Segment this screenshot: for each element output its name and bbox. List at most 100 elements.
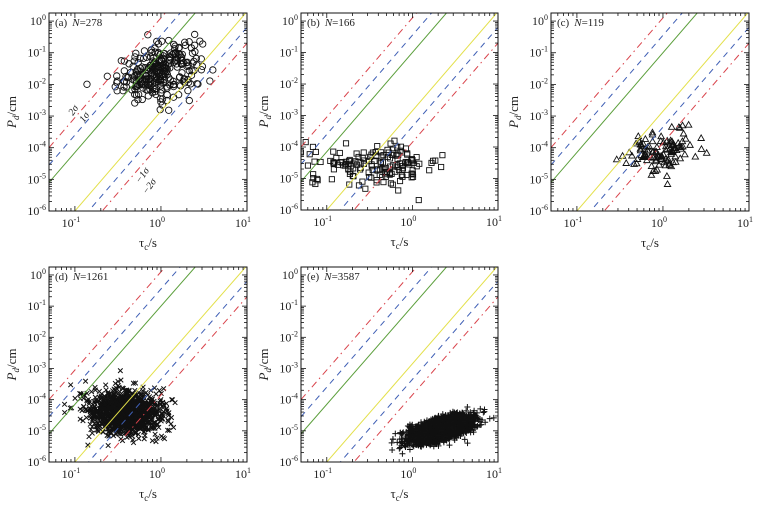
data-point xyxy=(478,421,485,428)
data-point xyxy=(157,76,165,85)
data-point xyxy=(389,447,396,454)
data-point xyxy=(670,145,679,153)
data-point xyxy=(339,159,346,166)
reference-line-3 xyxy=(74,267,247,462)
data-point xyxy=(132,380,139,386)
data-point xyxy=(353,161,360,168)
data-point xyxy=(106,408,112,414)
equals-sign: = xyxy=(582,17,588,29)
data-point xyxy=(181,41,190,49)
data-point xyxy=(77,390,83,397)
x-axis-label: τc/s xyxy=(641,235,659,252)
data-point xyxy=(165,74,173,82)
data-point xyxy=(410,159,417,166)
data-point xyxy=(679,129,688,137)
data-point xyxy=(68,382,74,388)
data-point xyxy=(647,170,656,178)
data-point xyxy=(612,155,621,163)
data-point xyxy=(667,122,676,130)
data-point xyxy=(406,421,413,428)
data-point xyxy=(194,80,202,88)
y-tick-label: 10-5 xyxy=(27,423,46,438)
y-tick-label: 10-1 xyxy=(529,45,548,60)
data-point xyxy=(393,162,400,169)
data-point xyxy=(667,149,676,157)
data-point xyxy=(125,409,132,415)
data-point xyxy=(157,89,165,97)
data-point xyxy=(125,396,131,403)
data-point xyxy=(382,173,389,180)
data-point xyxy=(103,387,109,393)
data-point xyxy=(120,67,128,75)
reference-lines xyxy=(49,267,247,462)
data-point xyxy=(85,442,91,448)
data-point xyxy=(181,38,189,46)
data-point xyxy=(490,414,497,421)
data-point xyxy=(156,66,165,75)
data-point xyxy=(163,84,171,92)
y-tick-label: 10-2 xyxy=(529,76,548,91)
data-point xyxy=(686,140,694,148)
reference-line-3 xyxy=(326,13,498,210)
data-point xyxy=(352,158,359,165)
data-point xyxy=(137,411,143,417)
data-point xyxy=(89,407,96,413)
data-point xyxy=(127,423,133,430)
data-point xyxy=(171,50,179,58)
data-point xyxy=(405,427,412,434)
data-point xyxy=(160,435,166,441)
data-point xyxy=(135,90,143,99)
data-point xyxy=(162,64,171,72)
data-point xyxy=(681,134,690,142)
reference-line-5 xyxy=(603,42,749,211)
data-point xyxy=(72,395,78,401)
data-point xyxy=(680,150,689,158)
data-point xyxy=(110,400,117,406)
data-point xyxy=(404,159,411,166)
data-point xyxy=(100,429,106,435)
data-point xyxy=(409,167,416,174)
data-point xyxy=(175,44,183,52)
data-point xyxy=(177,59,186,68)
data-point xyxy=(144,92,152,100)
data-point xyxy=(651,157,660,165)
x-tick-label: 101 xyxy=(486,214,502,229)
data-point xyxy=(459,409,466,416)
data-point xyxy=(182,59,190,67)
y-tick-label: 10-2 xyxy=(27,76,46,91)
reference-line-3 xyxy=(576,13,749,211)
data-point xyxy=(464,404,471,411)
data-point xyxy=(638,142,647,150)
data-point xyxy=(480,409,487,416)
data-point xyxy=(83,414,90,421)
data-point xyxy=(104,432,110,439)
data-point xyxy=(137,397,144,404)
data-point xyxy=(151,419,157,426)
y-axis-label: Pd/cm xyxy=(506,96,523,129)
data-point xyxy=(164,427,171,433)
data-point xyxy=(464,440,471,447)
data-point xyxy=(467,429,474,436)
reference-line-0 xyxy=(301,13,418,148)
x-tick-label: 101 xyxy=(235,215,251,230)
y-tick-label: 10-5 xyxy=(279,171,298,186)
data-point xyxy=(667,148,676,155)
data-point xyxy=(406,161,413,168)
data-point xyxy=(83,407,89,413)
data-point xyxy=(651,155,660,163)
data-point xyxy=(125,419,131,425)
data-point xyxy=(149,71,157,79)
data-point xyxy=(482,419,489,426)
data-point xyxy=(83,80,91,88)
data-point xyxy=(149,84,157,92)
data-point xyxy=(474,422,481,429)
plot-area xyxy=(551,13,749,211)
y-tick-label: 10-3 xyxy=(27,360,46,375)
data-point xyxy=(663,144,672,152)
data-point xyxy=(486,415,493,422)
y-tick-label: 10-3 xyxy=(279,108,298,123)
data-point xyxy=(85,396,92,403)
reference-lines xyxy=(551,13,749,211)
data-point xyxy=(102,396,108,402)
